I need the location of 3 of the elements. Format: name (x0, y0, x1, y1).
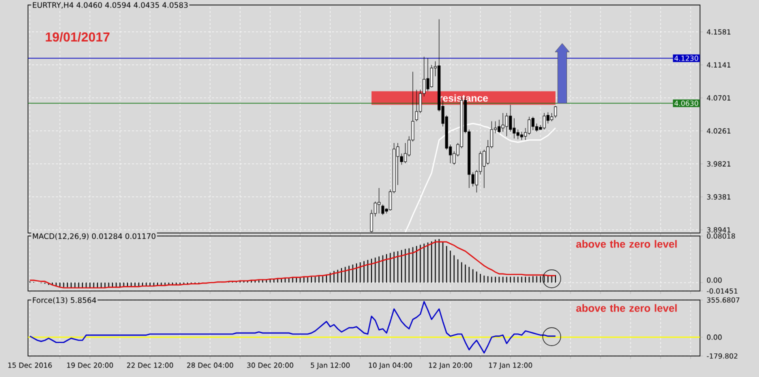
annotation: above the zero level (576, 240, 677, 248)
annotation: above the zero level (576, 304, 677, 312)
annotation: 19/01/2017 (46, 32, 110, 42)
